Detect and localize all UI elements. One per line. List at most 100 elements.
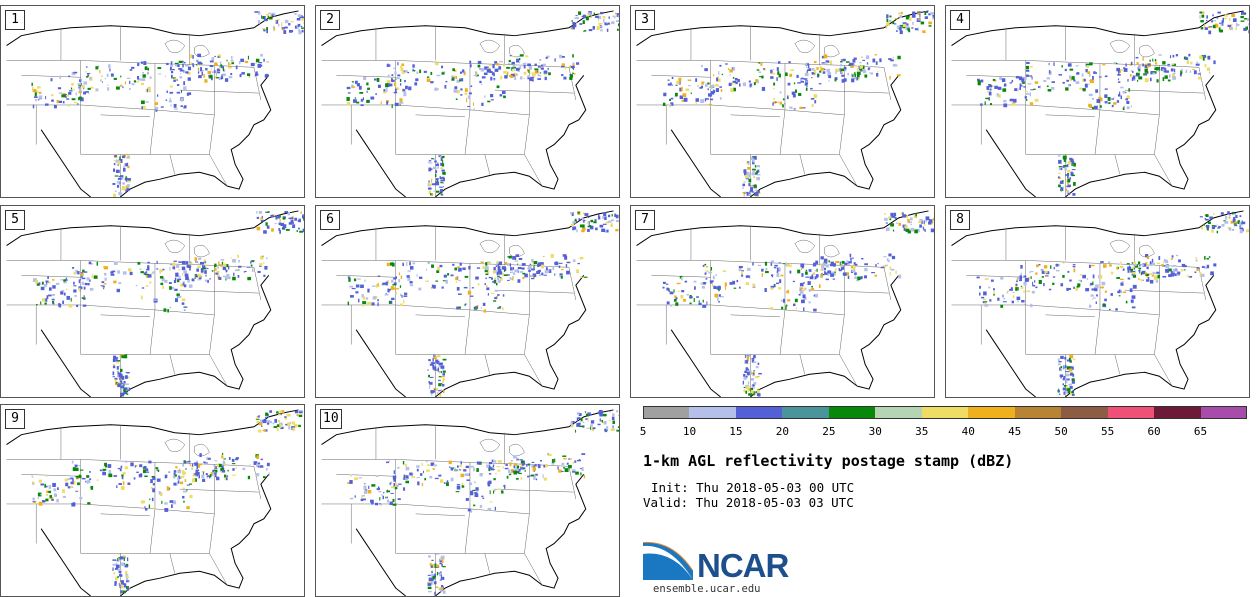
reflectivity-echo [160, 282, 164, 286]
reflectivity-echo [51, 499, 54, 501]
reflectivity-echo [531, 258, 534, 263]
reflectivity-echo [792, 303, 796, 307]
reflectivity-echo [880, 266, 885, 269]
reflectivity-echo [263, 230, 267, 234]
reflectivity-echo [997, 297, 1000, 301]
reflectivity-echo [702, 304, 707, 308]
conus-map [321, 210, 619, 397]
reflectivity-echo [442, 71, 446, 73]
reflectivity-echo [288, 29, 293, 33]
colorbar-tick-label: 10 [682, 425, 697, 438]
reflectivity-echo [928, 219, 933, 223]
reflectivity-echo [706, 83, 708, 86]
reflectivity-echo [1095, 89, 1099, 93]
reflectivity-echo [675, 84, 678, 86]
reflectivity-echo [502, 272, 504, 277]
reflectivity-echo [1129, 74, 1132, 77]
reflectivity-echo [789, 73, 793, 77]
reflectivity-echo [256, 216, 259, 219]
reflectivity-echo [590, 426, 592, 430]
state-boundary [799, 354, 806, 375]
reflectivity-echo [894, 23, 897, 25]
reflectivity-echo [411, 476, 415, 479]
reflectivity-echo [811, 287, 815, 291]
reflectivity-echo [195, 471, 199, 474]
reflectivity-echo [1197, 76, 1202, 80]
reflectivity-echo [480, 83, 483, 85]
reflectivity-echo [40, 494, 42, 496]
reflectivity-echo [159, 269, 163, 273]
reflectivity-echo [62, 489, 65, 493]
reflectivity-echo [1135, 56, 1139, 59]
reflectivity-echo [477, 60, 482, 64]
reflectivity-echo [541, 64, 545, 67]
reflectivity-echo [256, 211, 258, 214]
reflectivity-echo [1024, 76, 1027, 80]
reflectivity-echo [497, 263, 499, 268]
reflectivity-echo [284, 26, 288, 29]
reflectivity-echo [1207, 55, 1211, 60]
reflectivity-echo [433, 354, 435, 357]
reflectivity-echo [704, 263, 707, 266]
reflectivity-echo [757, 169, 760, 173]
reflectivity-echo [587, 228, 590, 232]
reflectivity-echo [1211, 226, 1216, 230]
reflectivity-echo [377, 282, 379, 287]
reflectivity-echo [127, 155, 130, 158]
reflectivity-echo [127, 482, 131, 485]
reflectivity-echo [886, 18, 889, 23]
reflectivity-echo [500, 76, 503, 80]
reflectivity-echo [724, 282, 727, 287]
reflectivity-echo [543, 255, 545, 258]
reflectivity-echo [399, 101, 404, 104]
state-boundary [484, 154, 491, 175]
reflectivity-echo [401, 294, 403, 298]
reflectivity-echo [917, 11, 922, 13]
reflectivity-echo [402, 478, 406, 480]
reflectivity-echo [599, 413, 603, 417]
reflectivity-echo [34, 92, 37, 97]
member-number-label: 6 [320, 210, 340, 230]
reflectivity-echo [1052, 276, 1056, 278]
reflectivity-echo [385, 496, 387, 499]
site-url[interactable]: ensemble.ucar.edu [653, 583, 761, 595]
reflectivity-echo [417, 481, 420, 486]
reflectivity-echo [717, 285, 720, 289]
state-boundary [1124, 89, 1204, 94]
reflectivity-echo [391, 262, 395, 267]
reflectivity-echo [267, 60, 269, 63]
reflectivity-echo [428, 167, 432, 172]
state-boundary [100, 114, 151, 118]
reflectivity-echo [785, 304, 788, 307]
reflectivity-echo [1000, 276, 1004, 280]
state-boundary [479, 39, 500, 53]
state-boundary [194, 443, 210, 457]
reflectivity-echo [1058, 176, 1060, 179]
state-boundary [966, 275, 1026, 278]
reflectivity-echo [1244, 12, 1247, 15]
reflectivity-echo [534, 70, 539, 74]
reflectivity-echo [1067, 182, 1069, 187]
reflectivity-echo [355, 291, 359, 294]
reflectivity-echo [857, 78, 860, 80]
reflectivity-echo [404, 478, 408, 481]
reflectivity-echo [794, 298, 798, 303]
reflectivity-echo [435, 586, 439, 588]
reflectivity-echo [474, 71, 478, 73]
reflectivity-echo [1013, 98, 1017, 103]
reflectivity-echo [31, 475, 33, 478]
reflectivity-echo [32, 476, 34, 478]
state-boundary [1139, 244, 1155, 258]
reflectivity-echo [199, 453, 202, 458]
reflectivity-echo [494, 506, 497, 511]
reflectivity-echo [1071, 174, 1075, 177]
reflectivity-echo [450, 274, 454, 277]
reflectivity-echo [501, 90, 506, 94]
reflectivity-echo [1094, 288, 1098, 291]
reflectivity-echo [434, 591, 436, 596]
reflectivity-echo [191, 478, 196, 483]
reflectivity-echo [732, 280, 736, 285]
reflectivity-echo [1207, 221, 1211, 225]
reflectivity-echo [536, 70, 538, 73]
reflectivity-echo [208, 74, 210, 78]
